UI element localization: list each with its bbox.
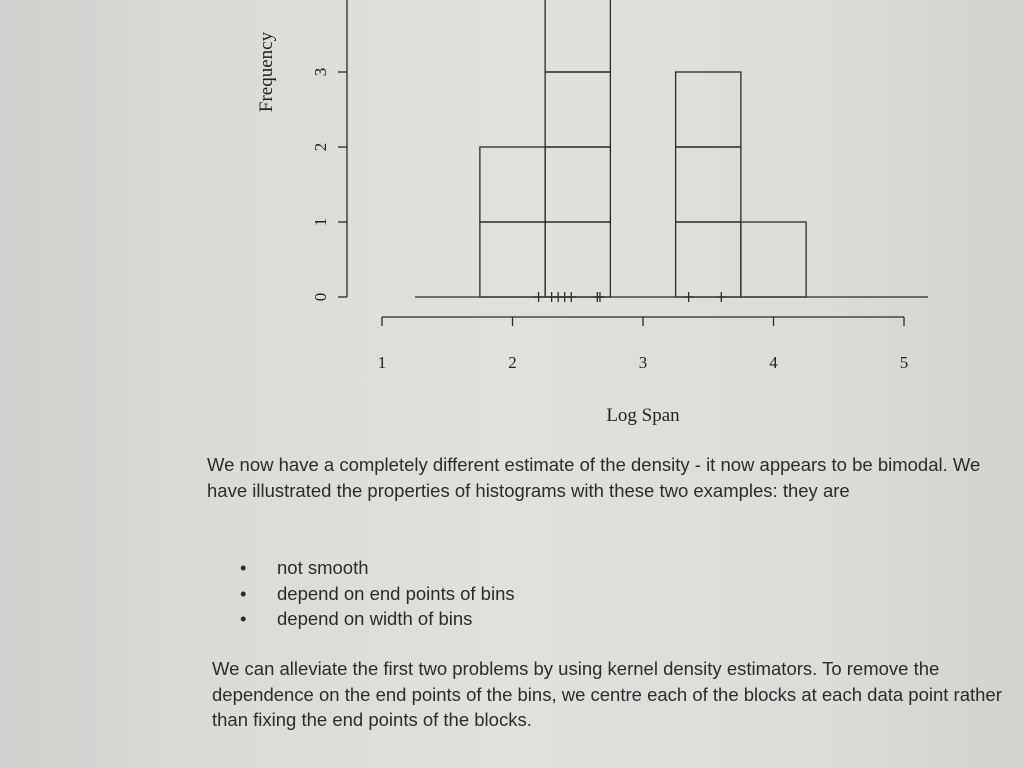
rug-marks xyxy=(533,292,727,302)
paragraph-kernel-density: We can alleviate the first two problems … xyxy=(212,658,1002,730)
list-item: not smooth xyxy=(240,555,515,581)
y-tick-label: 2 xyxy=(311,143,330,152)
histogram-bar-block xyxy=(544,71,612,148)
y-axis: 0 1 2 3 xyxy=(311,0,348,302)
histogram-bar-block xyxy=(479,221,546,298)
y-tick-label: 3 xyxy=(311,68,330,77)
y-tick-label: 1 xyxy=(311,218,330,227)
histogram-bar-block xyxy=(544,146,612,223)
x-tick-label: 2 xyxy=(508,353,517,372)
y-tick-label: 0 xyxy=(311,293,330,302)
list-item: depend on end points of bins xyxy=(240,581,515,607)
paragraph-bimodal: We now have a completely different estim… xyxy=(207,454,981,501)
histogram-bar-block xyxy=(544,0,612,73)
x-axis: 1 2 3 4 5 xyxy=(378,316,909,372)
list-item: depend on width of bins xyxy=(240,606,515,632)
x-tick-label: 5 xyxy=(900,353,909,372)
y-axis-label: Frequency xyxy=(256,31,277,112)
histogram-bar-block xyxy=(674,146,742,223)
histogram-properties-list: not smooth depend on end points of bins … xyxy=(240,555,515,632)
x-tick-label: 4 xyxy=(769,353,778,372)
histogram-bar-block xyxy=(479,146,546,223)
histogram-figure: 0 1 2 3 1 2 3 4 5 Log Span Frequency xyxy=(256,0,928,426)
histogram-chart: 0 1 2 3 1 2 3 4 5 Log Span Frequency xyxy=(256,0,928,426)
x-axis-label: Log Span xyxy=(606,405,680,426)
histogram-bar-block xyxy=(740,221,807,298)
histogram-bar-block xyxy=(674,71,742,148)
histogram-bar-block xyxy=(544,221,612,298)
histogram-bars xyxy=(479,0,807,298)
x-tick-label: 1 xyxy=(378,353,387,372)
histogram-bar-block xyxy=(674,221,742,298)
x-tick-label: 3 xyxy=(639,353,648,372)
